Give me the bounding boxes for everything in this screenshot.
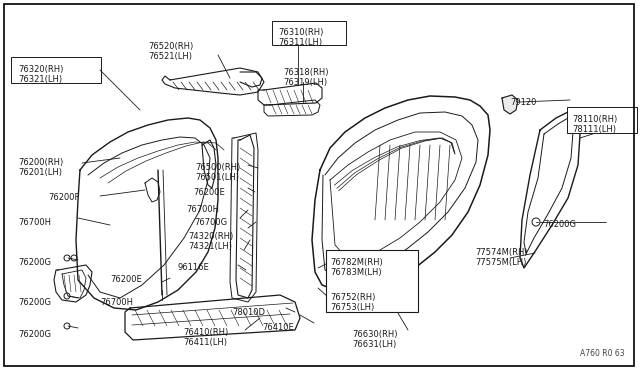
Text: 74321(LH): 74321(LH) xyxy=(188,242,232,251)
Text: 74320(RH): 74320(RH) xyxy=(188,232,233,241)
FancyBboxPatch shape xyxy=(567,107,637,133)
Text: 76321(LH): 76321(LH) xyxy=(18,75,62,84)
Text: 78010D: 78010D xyxy=(232,308,265,317)
Text: 76318(RH): 76318(RH) xyxy=(283,68,328,77)
Text: 76500(RH): 76500(RH) xyxy=(195,163,240,172)
Text: 76521(LH): 76521(LH) xyxy=(148,52,192,61)
Text: 76700H: 76700H xyxy=(100,298,133,307)
Text: 77575M(LH): 77575M(LH) xyxy=(475,258,526,267)
Text: 76319(LH): 76319(LH) xyxy=(283,78,327,87)
Text: 76310(RH): 76310(RH) xyxy=(278,28,323,37)
Text: A760 R0 63: A760 R0 63 xyxy=(580,349,625,358)
FancyBboxPatch shape xyxy=(11,57,101,83)
Text: 76200(RH): 76200(RH) xyxy=(18,158,63,167)
Text: 76410E: 76410E xyxy=(262,323,294,332)
Text: 76753(LH): 76753(LH) xyxy=(330,303,374,312)
Text: 76200E: 76200E xyxy=(193,188,225,197)
Polygon shape xyxy=(502,95,518,114)
Text: 76501(LH): 76501(LH) xyxy=(195,173,239,182)
Text: 78110(RH): 78110(RH) xyxy=(572,115,617,124)
Text: 76200E: 76200E xyxy=(110,275,141,284)
Text: 76700H: 76700H xyxy=(18,218,51,227)
Text: 76311(LH): 76311(LH) xyxy=(278,38,322,47)
Text: 76411(LH): 76411(LH) xyxy=(183,338,227,347)
Text: 76200F: 76200F xyxy=(48,193,79,202)
Text: 76630(RH): 76630(RH) xyxy=(352,330,397,339)
Text: 76752(RH): 76752(RH) xyxy=(330,293,376,302)
Text: 76200G: 76200G xyxy=(18,330,51,339)
Text: 76783M(LH): 76783M(LH) xyxy=(330,268,381,277)
Text: 76200G: 76200G xyxy=(18,298,51,307)
Text: 76631(LH): 76631(LH) xyxy=(352,340,396,349)
Text: 76700G: 76700G xyxy=(194,218,227,227)
Text: 76200G: 76200G xyxy=(18,258,51,267)
Text: 76320(RH): 76320(RH) xyxy=(18,65,63,74)
Bar xyxy=(326,250,418,312)
Text: 76520(RH): 76520(RH) xyxy=(148,42,193,51)
Text: 76201(LH): 76201(LH) xyxy=(18,168,62,177)
Text: 96116E: 96116E xyxy=(178,263,210,272)
Text: 79120: 79120 xyxy=(510,98,536,107)
Text: 76700H: 76700H xyxy=(186,205,219,214)
Text: 78111(LH): 78111(LH) xyxy=(572,125,616,134)
Text: 76200G: 76200G xyxy=(543,220,576,229)
Text: 77574M(RH): 77574M(RH) xyxy=(475,248,527,257)
FancyBboxPatch shape xyxy=(272,21,346,45)
Text: 76410(RH): 76410(RH) xyxy=(183,328,228,337)
Text: 76782M(RH): 76782M(RH) xyxy=(330,258,383,267)
